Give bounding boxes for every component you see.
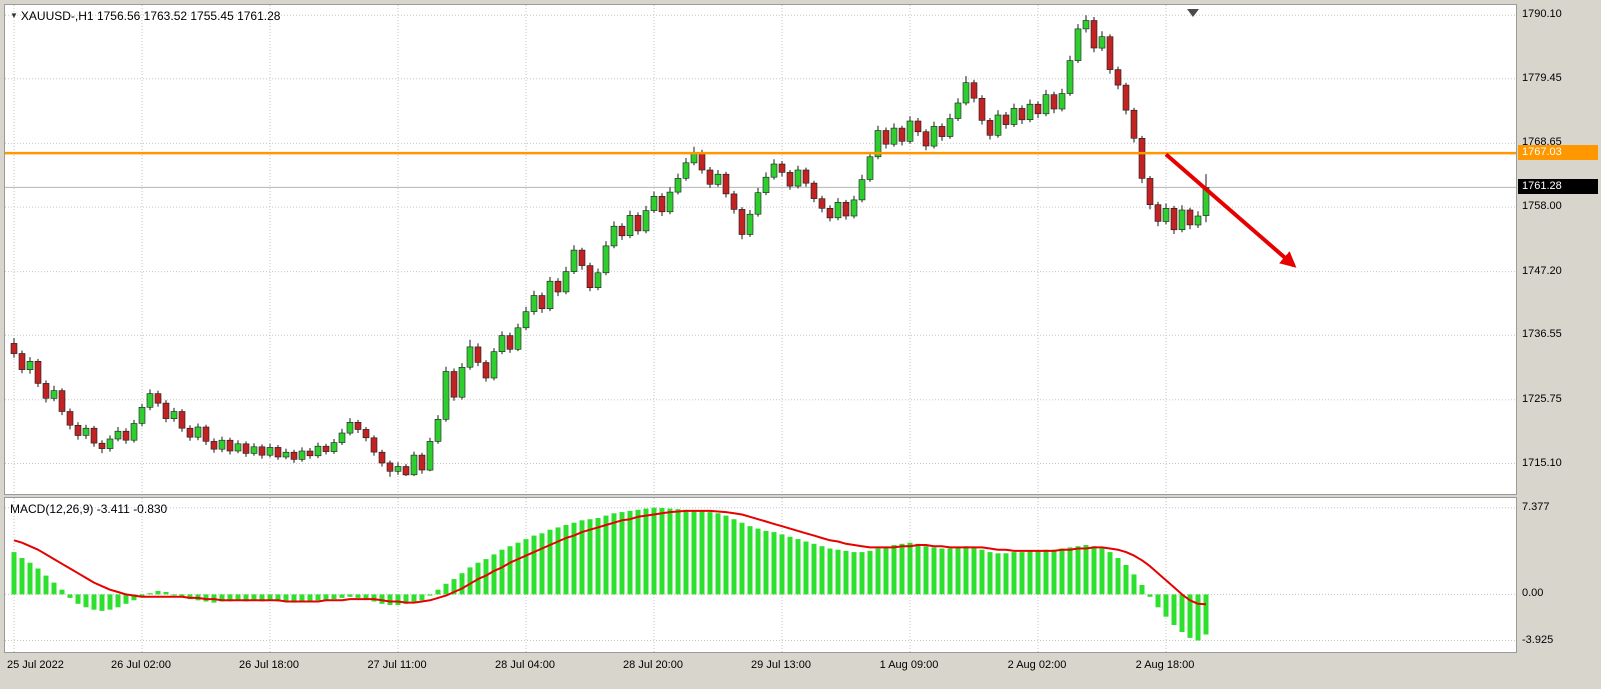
- macd-indicator-label: MACD(12,26,9): [10, 502, 94, 516]
- macd-signal-line: [13, 509, 1207, 606]
- time-axis-label: 1 Aug 09:00: [879, 659, 939, 671]
- current-price-badge: 1761.28: [1518, 178, 1598, 194]
- price-chart-panel[interactable]: [4, 4, 1517, 495]
- time-axis-label: 28 Jul 04:00: [495, 659, 555, 671]
- price-tick-label: 1747.20: [1522, 264, 1562, 277]
- time-axis-label: 2 Aug 18:00: [1135, 659, 1195, 671]
- macd-histogram: [11, 507, 1209, 641]
- time-axis-label: 28 Jul 20:00: [623, 659, 683, 671]
- price-chart-svg[interactable]: [5, 5, 1516, 494]
- symbol-dropdown-icon[interactable]: ▼: [10, 11, 18, 20]
- macd-panel[interactable]: [4, 497, 1517, 653]
- time-axis-label: 25 Jul 2022: [7, 659, 64, 671]
- macd-axis-label: 7.377: [1522, 500, 1550, 513]
- time-axis-label: 26 Jul 02:00: [111, 659, 171, 671]
- price-tick-label: 1725.75: [1522, 392, 1562, 405]
- macd-axis-label: 0.00: [1522, 587, 1544, 600]
- price-tick-label: 1768.65: [1522, 136, 1562, 149]
- macd-indicator-values: -3.411 -0.830: [96, 502, 168, 516]
- price-tick-label: 1715.10: [1522, 456, 1562, 469]
- price-tick-label: 1736.55: [1522, 328, 1562, 341]
- trend-arrow-annotation[interactable]: [1164, 152, 1297, 268]
- candlestick-series: [10, 15, 1210, 477]
- ohlc-readout: 1756.56 1763.52 1755.45 1761.28: [96, 9, 281, 23]
- hline-price-badge: 1767.03: [1518, 144, 1598, 160]
- price-tick-label: 1790.10: [1522, 8, 1562, 21]
- time-axis-label: 2 Aug 02:00: [1007, 659, 1067, 671]
- symbol-timeframe-label: XAUUSD-,H1: [20, 9, 94, 23]
- price-axis[interactable]: 1767.03 1761.28 1790.10 1779.45 1768.65 175…: [1517, 0, 1601, 689]
- time-axis-label: 27 Jul 11:00: [367, 659, 427, 671]
- price-tick-label: 1758.00: [1522, 200, 1562, 213]
- time-axis[interactable]: 25 Jul 2022 26 Jul 02:00 26 Jul 18:00 27 Ju…: [0, 653, 1517, 689]
- chart-shift-marker-icon: [1187, 9, 1199, 17]
- macd-axis-label: -3.925: [1522, 633, 1554, 646]
- macd-indicator-caption: MACD(12,26,9) -3.411 -0.830: [10, 502, 167, 516]
- price-tick-label: 1779.45: [1522, 71, 1562, 84]
- macd-chart-svg[interactable]: [5, 498, 1516, 652]
- time-axis-label: 29 Jul 13:00: [751, 659, 811, 671]
- time-axis-label: 26 Jul 18:00: [239, 659, 299, 671]
- chart-header: ▼ XAUUSD-,H1 1756.56 1763.52 1755.45 1761…: [10, 9, 280, 23]
- price-gridlines: [5, 5, 1516, 494]
